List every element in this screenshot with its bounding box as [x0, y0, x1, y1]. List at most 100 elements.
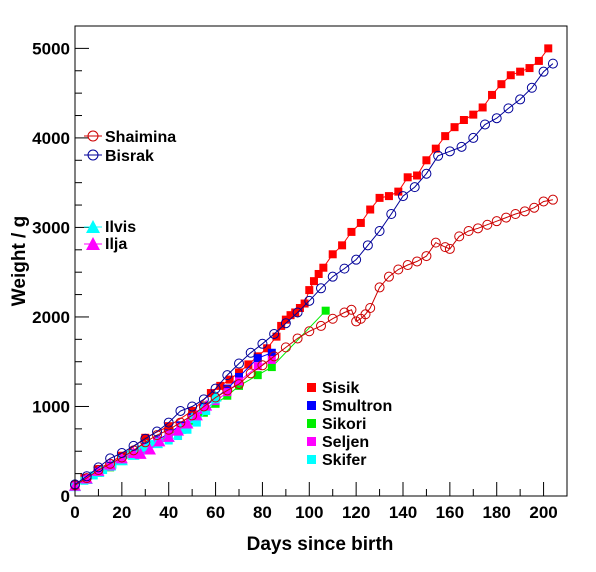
data-point: [269, 328, 280, 339]
data-point: [444, 146, 455, 157]
legend-label-seljen: Seljen: [322, 434, 369, 451]
data-point: [386, 209, 397, 219]
data-point: [374, 282, 385, 293]
data-point: [529, 202, 540, 213]
data-point: [441, 132, 450, 141]
data-point: [327, 271, 338, 282]
data-point: [351, 254, 362, 265]
data-point: [412, 256, 423, 267]
data-point: [143, 443, 156, 455]
data-point: [402, 260, 413, 271]
plot-frame: [74, 25, 568, 497]
y-tick-label: 4000: [32, 129, 70, 148]
data-point: [339, 307, 350, 318]
y-tick-label: 2000: [32, 308, 70, 327]
x-tick-label: 80: [253, 503, 272, 522]
data-point: [140, 437, 151, 448]
data-point: [409, 182, 420, 193]
data-point: [181, 417, 194, 429]
data-point: [316, 283, 326, 294]
legend-label-ilja: Ilja: [105, 236, 127, 253]
legend-label-ilvis: Ilvis: [105, 219, 136, 236]
data-point: [164, 422, 173, 431]
data-point: [257, 360, 268, 371]
data-point: [198, 394, 209, 405]
data-point: [454, 231, 465, 242]
data-point: [525, 64, 534, 73]
data-point: [347, 227, 356, 236]
data-point: [235, 368, 243, 377]
data-point: [116, 448, 127, 459]
legend-label-smultron: Smultron: [322, 398, 392, 415]
data-point: [339, 263, 350, 274]
data-point: [225, 375, 234, 384]
data-point: [234, 358, 244, 369]
data-point: [510, 209, 521, 219]
legend-label-bisrak: Bisrak: [105, 148, 154, 165]
data-point: [245, 347, 256, 358]
data-point: [174, 432, 183, 441]
legend-label-shaimina: Shaimina: [105, 129, 176, 146]
legend-label-sisik: Sisik: [322, 380, 359, 397]
data-point: [244, 360, 253, 369]
data-point: [93, 462, 104, 473]
data-point: [478, 103, 487, 112]
data-point: [253, 354, 262, 363]
data-point: [140, 433, 151, 444]
data-point: [198, 401, 209, 412]
y-axis: 0 1000 2000 3000 4000 5000: [32, 39, 89, 506]
data-point: [491, 113, 502, 124]
data-point: [304, 295, 315, 306]
data-point: [398, 191, 408, 202]
data-point: [456, 141, 467, 152]
y-tick-label: 1000: [32, 397, 70, 416]
x-tick-label: 180: [483, 503, 511, 522]
data-point: [172, 424, 185, 436]
data-point: [338, 241, 347, 250]
x-axis: 0 20 40 60 80 100 120 140 160 180 200: [70, 482, 558, 522]
data-point: [366, 205, 375, 214]
series-line-shaimina: [74, 199, 553, 486]
data-point: [222, 385, 233, 396]
x-tick-label: 0: [70, 503, 79, 522]
data-point: [459, 116, 468, 124]
data-point: [234, 379, 244, 390]
data-point: [235, 377, 243, 386]
data-point: [472, 223, 483, 234]
data-point: [515, 94, 526, 105]
data-point: [277, 321, 286, 330]
data-point: [253, 371, 262, 380]
data-point: [393, 264, 404, 275]
data-point: [292, 333, 303, 344]
x-tick-label: 40: [159, 503, 178, 522]
x-tick-label: 140: [389, 503, 417, 522]
data-point: [163, 424, 174, 435]
data-point: [506, 71, 515, 80]
legend-group-3: Sisik Smultron Sikori Seljen Skifer: [307, 380, 392, 469]
data-point: [300, 299, 309, 308]
data-point: [346, 304, 357, 315]
data-point: [309, 277, 318, 286]
data-point: [544, 44, 553, 53]
series-line-bisrak: [74, 63, 554, 485]
data-point: [128, 440, 139, 451]
x-axis-label: Days since birth: [247, 534, 394, 555]
data-point: [210, 383, 221, 394]
data-point: [153, 435, 166, 447]
data-point: [421, 251, 432, 262]
data-point: [319, 263, 328, 272]
data-point: [269, 351, 280, 362]
data-point: [503, 103, 514, 114]
data-point: [152, 426, 162, 437]
data-point: [374, 226, 385, 237]
data-point: [216, 381, 225, 390]
data-point: [314, 269, 323, 278]
data-point: [491, 216, 502, 227]
data-point: [187, 401, 198, 412]
data-point: [105, 453, 116, 464]
x-tick-label: 200: [529, 503, 557, 522]
series-bisrak: [70, 58, 558, 490]
x-tick-label: 20: [112, 503, 131, 522]
data-point: [292, 307, 303, 318]
